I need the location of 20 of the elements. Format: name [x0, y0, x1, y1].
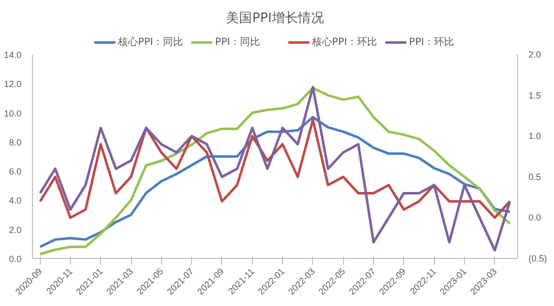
y-tick-label: 14.0: [4, 50, 22, 60]
y2-tick-label: 0.0: [528, 212, 542, 223]
legend-label: 核心PPI：同比: [117, 36, 184, 48]
y-tick-label: 2.0: [8, 224, 22, 235]
legend-label: PPI：环比: [409, 36, 454, 48]
y-tick-label: 12.0: [4, 79, 22, 90]
y2-tick-label: (0.5): [528, 254, 548, 264]
y2-tick-label: 0.5: [528, 172, 542, 182]
chart-title: 美国PPI增长情况: [226, 10, 324, 26]
y2-tick-label: 2.0: [528, 50, 542, 60]
line-series: [38, 118, 512, 219]
legend-label: PPI：同比: [215, 36, 260, 48]
y-tick-label: 10.0: [4, 108, 22, 118]
y-tick-label: 4.0: [8, 196, 22, 206]
y-tick-label: 0.0: [8, 254, 22, 264]
y-tick-label: 6.0: [8, 166, 22, 177]
y-tick-label: 8.0: [8, 137, 22, 148]
y2-tick-label: 1.0: [528, 131, 542, 142]
legend-label: 核心PPI：环比: [311, 36, 378, 48]
y2-tick-label: 1.5: [528, 90, 542, 100]
